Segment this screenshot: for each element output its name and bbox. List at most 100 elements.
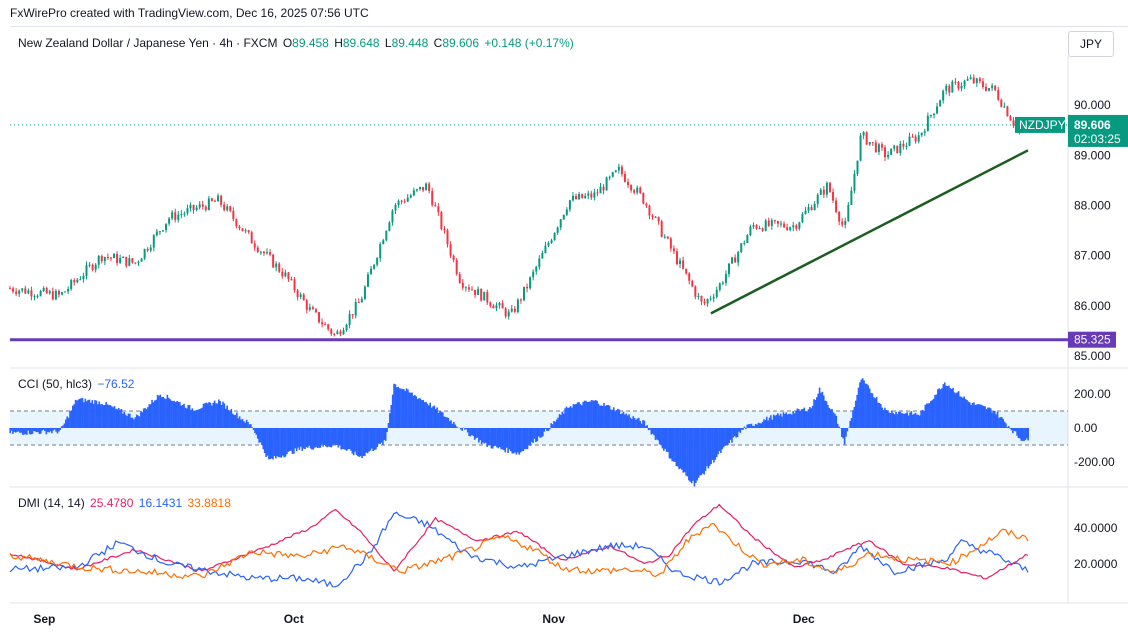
cci-bar bbox=[898, 411, 900, 428]
candle-body bbox=[783, 223, 786, 228]
cci-bar bbox=[696, 428, 699, 481]
candle-body bbox=[474, 289, 477, 295]
cci-bar bbox=[995, 414, 998, 428]
cci-bar bbox=[530, 428, 533, 442]
cci-bar bbox=[1009, 428, 1011, 429]
candle-body bbox=[859, 135, 862, 161]
cci-bar bbox=[877, 402, 879, 428]
cci-bar bbox=[714, 428, 717, 460]
cci-bar bbox=[414, 395, 416, 428]
cci-bar bbox=[112, 407, 114, 428]
candle-body bbox=[825, 182, 828, 195]
cci-bar bbox=[807, 409, 810, 428]
cci-bar bbox=[668, 428, 671, 459]
cci-legend: CCI (50, hlc3) −76.52 bbox=[18, 377, 136, 391]
cci-bar bbox=[286, 428, 288, 455]
cci-bar bbox=[871, 393, 874, 428]
cci-bar bbox=[482, 428, 484, 443]
cci-bar bbox=[970, 404, 972, 428]
cci-bar bbox=[861, 378, 864, 428]
cci-bar bbox=[63, 423, 66, 428]
dmi-adx-value: 33.8818 bbox=[187, 496, 231, 510]
cci-bar bbox=[525, 428, 527, 450]
candle-body bbox=[253, 243, 256, 248]
cci-bar bbox=[151, 399, 153, 428]
cci-bar bbox=[775, 414, 778, 428]
currency-button[interactable]: JPY bbox=[1068, 31, 1114, 57]
cci-bar bbox=[149, 404, 152, 428]
candle-body bbox=[275, 263, 278, 268]
last-price-tag bbox=[1068, 114, 1128, 147]
cci-bar bbox=[24, 428, 27, 435]
cci-bar bbox=[375, 428, 377, 450]
cci-bar bbox=[713, 428, 715, 463]
candle-body bbox=[547, 242, 550, 246]
cci-bar bbox=[454, 424, 457, 428]
candle-body bbox=[223, 204, 226, 211]
cci-bar bbox=[42, 428, 45, 430]
candle-body bbox=[348, 314, 351, 325]
cci-bar bbox=[717, 428, 719, 455]
cci-bar bbox=[251, 427, 253, 428]
cci-bar bbox=[380, 428, 383, 443]
cci-bar bbox=[88, 399, 91, 428]
cci-bar bbox=[860, 379, 863, 428]
cci-bar bbox=[728, 428, 730, 444]
cci-bar bbox=[277, 428, 280, 458]
candle-body bbox=[795, 225, 798, 229]
cci-bar bbox=[357, 428, 359, 457]
cci-bar bbox=[639, 421, 641, 428]
candle-body bbox=[278, 263, 281, 272]
cci-bar bbox=[322, 428, 324, 447]
cci-bar bbox=[635, 419, 637, 428]
candle-body bbox=[767, 220, 770, 226]
cci-bar bbox=[892, 413, 895, 428]
last-price-text: 89.606 bbox=[1074, 118, 1111, 132]
cci-bar bbox=[732, 428, 735, 438]
cci-bar bbox=[600, 405, 603, 428]
candle-body bbox=[336, 331, 339, 335]
candle-body bbox=[155, 231, 158, 236]
cci-bar bbox=[540, 428, 543, 438]
cci-bar bbox=[608, 405, 611, 428]
cci-bar bbox=[387, 423, 390, 428]
cci-bar bbox=[918, 415, 921, 428]
candle-body bbox=[247, 230, 250, 233]
cci-bar bbox=[103, 404, 106, 428]
candle-body bbox=[553, 232, 556, 241]
cci-bar bbox=[663, 428, 665, 451]
cci-bar bbox=[308, 428, 311, 446]
cci-bar bbox=[932, 398, 935, 428]
cci-bar bbox=[644, 426, 647, 428]
candle-body bbox=[149, 247, 152, 251]
candle-body bbox=[207, 198, 210, 210]
candle-body bbox=[712, 296, 715, 299]
candle-body bbox=[623, 174, 626, 182]
candle-body bbox=[480, 288, 483, 301]
cci-bar bbox=[1013, 428, 1016, 431]
cci-bar bbox=[681, 428, 683, 470]
cci-bar bbox=[130, 417, 132, 428]
cci-bar bbox=[589, 401, 591, 428]
candle-body bbox=[721, 282, 724, 284]
candle-body bbox=[764, 220, 767, 231]
cci-bar bbox=[84, 398, 87, 428]
cci-bar bbox=[147, 407, 149, 428]
candle-body bbox=[76, 279, 79, 283]
cci-bar bbox=[254, 428, 256, 433]
cci-bar bbox=[56, 428, 59, 434]
cci-bar bbox=[682, 428, 685, 473]
cci-bar bbox=[409, 392, 412, 428]
cci-bar bbox=[518, 428, 520, 455]
cci-bar bbox=[998, 417, 1000, 428]
candle-body bbox=[740, 243, 743, 252]
cci-bar bbox=[879, 404, 882, 428]
cci-bar bbox=[553, 421, 555, 428]
cci-bar bbox=[252, 428, 255, 430]
cci-bar bbox=[77, 399, 80, 428]
cci-bar bbox=[10, 428, 13, 431]
cci-bar bbox=[790, 414, 793, 428]
cci-bar bbox=[490, 428, 493, 449]
cci-bar bbox=[649, 428, 651, 430]
